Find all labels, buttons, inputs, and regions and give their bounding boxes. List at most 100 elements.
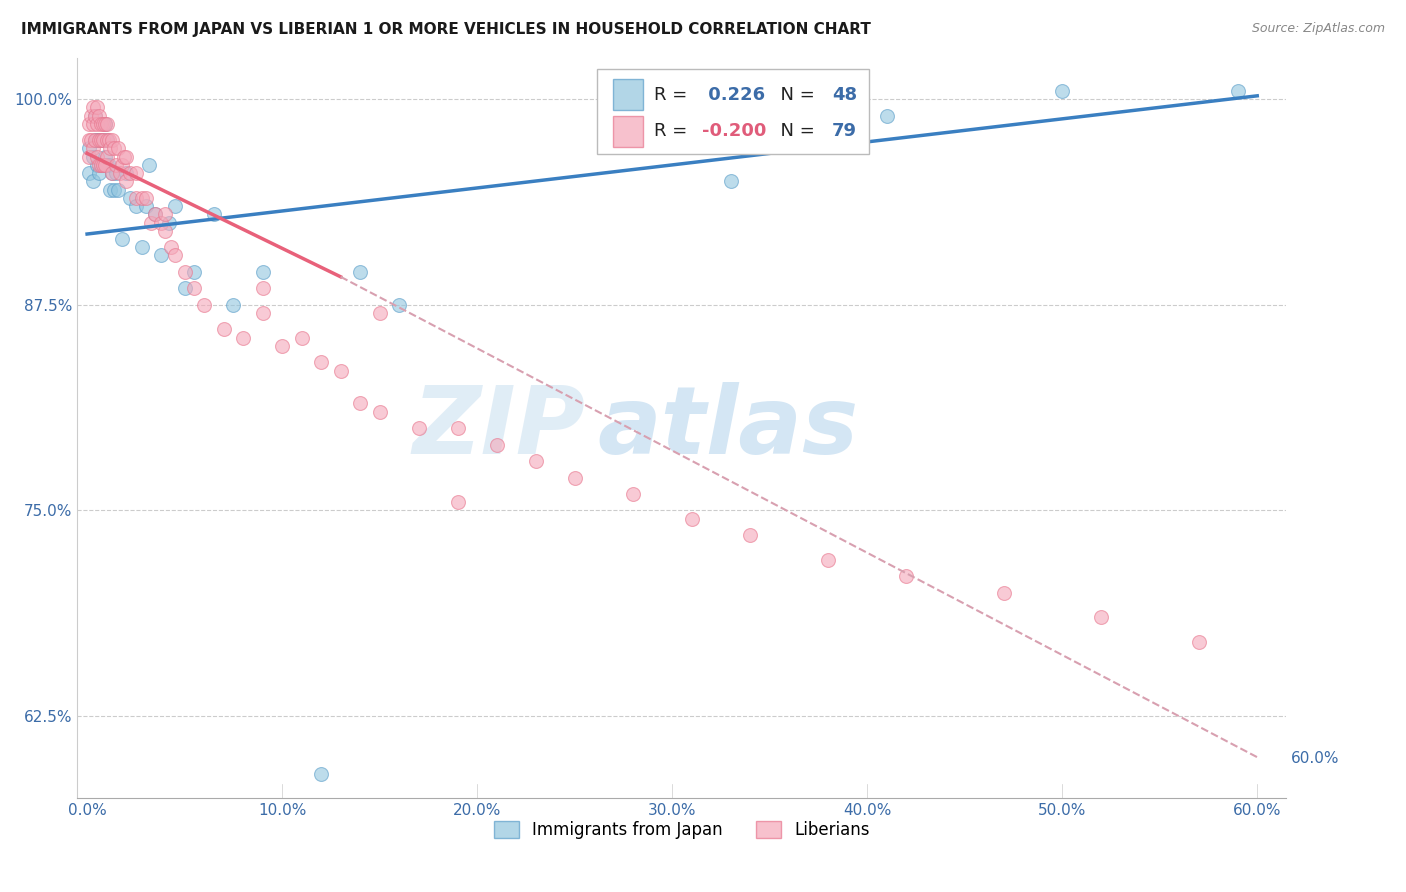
Point [157,215,180,229]
Point [103,141,125,155]
Point [621,487,644,501]
Bar [613,79,643,110]
Text: N =: N = [769,122,821,140]
Point [83,133,105,147]
Point [138,158,160,172]
Point [349,396,371,410]
Point [681,511,703,525]
Point [291,331,314,345]
Point [86,117,108,131]
Point [110,166,132,180]
Point [817,553,839,567]
Text: 0.226: 0.226 [703,86,766,103]
Point [93,117,115,131]
Point [77,133,100,147]
Point [90,117,112,131]
Y-axis label: 1 or more Vehicles in Household: 1 or more Vehicles in Household [0,304,3,552]
Point [80,109,103,123]
Text: IMMIGRANTS FROM JAPAN VS LIBERIAN 1 OR MORE VEHICLES IN HOUSEHOLD CORRELATION CH: IMMIGRANTS FROM JAPAN VS LIBERIAN 1 OR M… [21,22,870,37]
Point [160,240,183,254]
Point [163,248,186,262]
Text: atlas: atlas [598,382,859,475]
Point [90,158,112,172]
Point [77,117,100,131]
Point [797,100,820,114]
Point [90,158,112,172]
Text: R =: R = [654,86,693,103]
Point [153,207,176,221]
Point [87,133,110,147]
Point [1226,84,1249,98]
Point [740,528,762,542]
Point [87,109,110,123]
Point [87,133,110,147]
FancyBboxPatch shape [598,69,869,154]
Point [111,158,134,172]
Point [82,150,104,164]
Point [329,363,352,377]
Point [131,240,153,254]
Text: N =: N = [769,86,821,103]
Point [349,265,371,279]
Point [118,191,141,205]
Point [183,265,205,279]
Point [91,117,114,131]
Point [193,298,215,312]
Point [82,100,104,114]
Point [388,298,411,312]
Point [96,158,118,172]
Point [86,150,108,164]
Point [83,133,105,147]
Point [222,298,245,312]
Point [77,150,100,164]
Point [720,174,742,188]
Point [131,191,153,205]
Point [101,166,124,180]
Point [87,166,110,180]
Point [112,150,135,164]
Point [135,191,157,205]
Point [83,109,105,123]
Point [252,306,274,320]
Point [125,166,148,180]
Point [115,150,138,164]
Point [96,133,118,147]
Point [876,109,898,123]
Text: 48: 48 [832,86,858,103]
Point [80,133,103,147]
Text: Source: ZipAtlas.com: Source: ZipAtlas.com [1251,22,1385,36]
Point [97,133,120,147]
Point [82,117,104,131]
Point [93,117,115,131]
Point [100,141,122,155]
Point [97,158,120,172]
Point [115,166,138,180]
Point [101,133,124,147]
Point [86,158,108,172]
Point [1188,635,1211,649]
Point [77,141,100,155]
Point [993,585,1015,599]
Point [100,183,122,197]
Point [896,569,918,583]
Point [101,166,124,180]
Point [446,495,468,509]
Point [408,421,430,435]
Point [271,339,294,353]
Point [87,158,110,172]
Point [107,141,129,155]
Point [150,248,173,262]
Point [368,306,391,320]
Point [143,207,166,221]
Point [1050,84,1073,98]
Point [93,150,115,164]
Point [141,215,163,229]
Text: ZIP: ZIP [412,382,585,475]
Point [125,199,148,213]
Point [183,281,205,295]
Point [105,166,128,180]
Point [485,437,508,451]
Point [91,133,114,147]
Legend: Immigrants from Japan, Liberians: Immigrants from Japan, Liberians [488,814,876,846]
Point [91,133,114,147]
